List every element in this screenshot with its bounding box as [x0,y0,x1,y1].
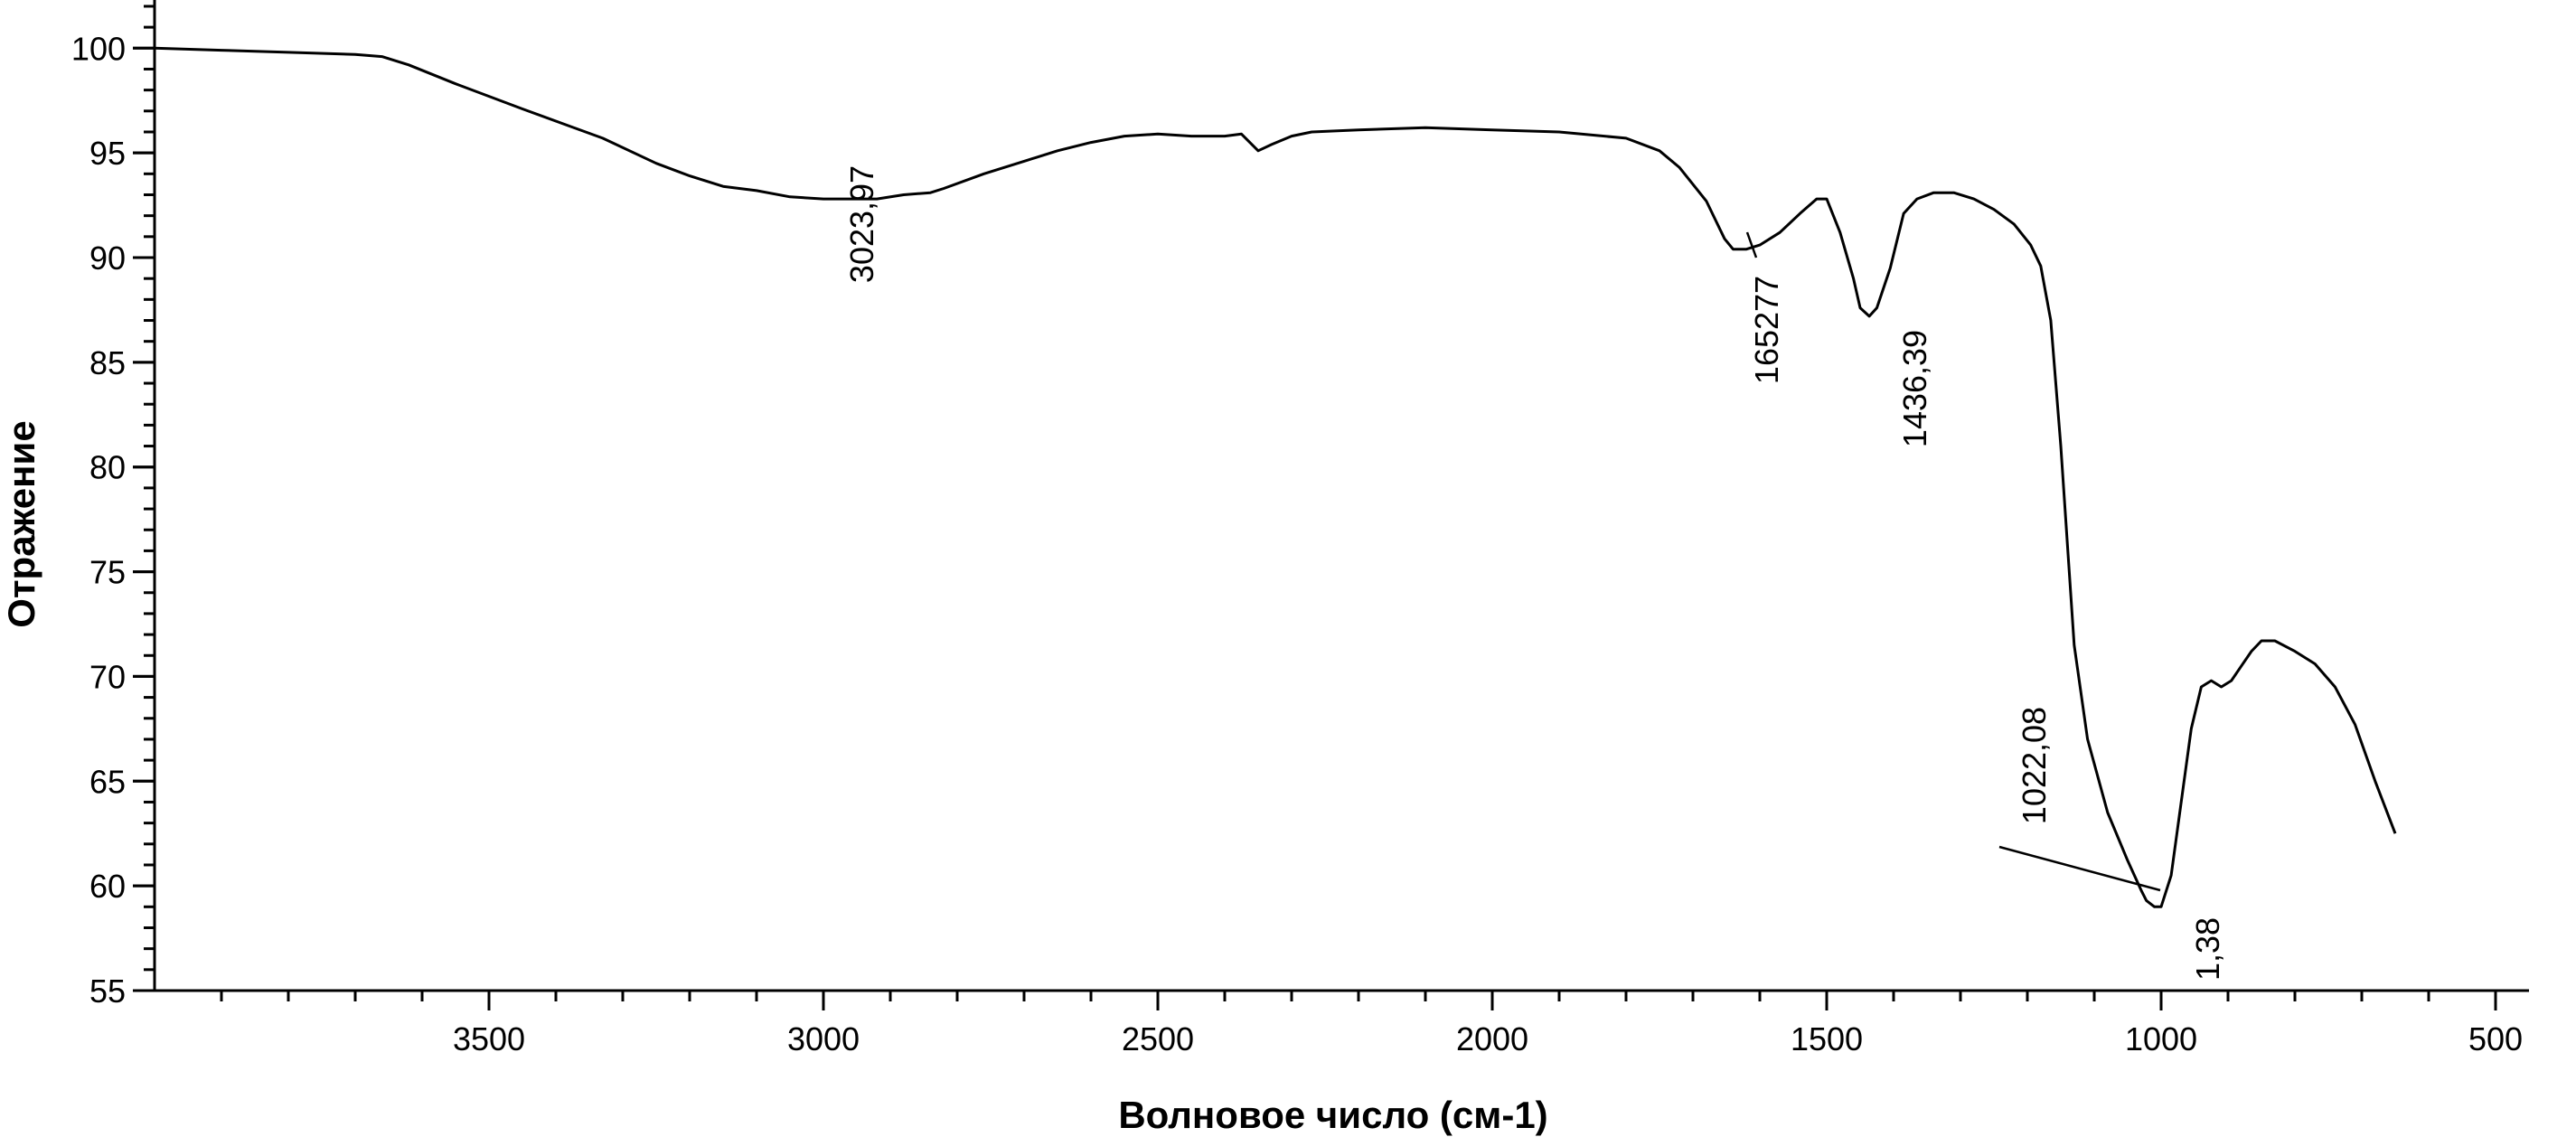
y-tick-label: 85 [89,344,126,381]
y-ticks: 55 60 65 70 75 80 85 90 95 100 [71,5,155,1010]
x-tick-label: 2500 [1122,1020,1194,1057]
x-axis-title: Волновое число (см-1) [1118,1094,1547,1136]
y-tick-label: 80 [89,449,126,486]
y-tick-label: 70 [89,658,126,695]
peak-label-3023: 3023,97 [843,165,880,283]
peak-label-1436: 1436,39 [1896,330,1933,447]
plot-area [154,46,2397,908]
x-tick-label: 3000 [787,1020,860,1057]
y-tick-label: 90 [89,240,126,277]
spectrum-line [154,46,2397,908]
y-tick-label: 75 [89,554,126,591]
x-ticks: 3500 3000 2500 2000 1500 1000 500 [220,991,2523,1057]
y-tick-label: 100 [71,30,126,67]
y-tick-label: 95 [89,135,126,172]
x-tick-label: 2000 [1456,1020,1528,1057]
x-tick-label: 1000 [2125,1020,2197,1057]
y-axis: 55 60 65 70 75 80 85 90 95 100 Отражение [0,0,156,1010]
x-axis: 3500 3000 2500 2000 1500 1000 500 Волновое чис… [155,989,2529,1136]
peak-label-1000: 1,38 [2189,917,2226,981]
x-tick-label: 500 [2468,1020,2523,1057]
x-tick-label: 1500 [1791,1020,1863,1057]
peak-label-1652: 165277 [1748,276,1785,384]
peak-label-1022: 1022,08 [2016,707,2053,824]
x-tick-label: 3500 [453,1020,525,1057]
y-tick-label: 60 [89,868,126,905]
y-tick-label: 55 [89,973,126,1010]
peak-annotations: 3023,97 165277 1436,39 1022,08 1,38 [843,165,2226,981]
y-axis-title: Отражение [0,420,42,627]
y-tick-label: 65 [89,763,126,800]
peak-leader-1652 [1745,231,1758,258]
peak-leader-1022 [1998,845,2161,892]
